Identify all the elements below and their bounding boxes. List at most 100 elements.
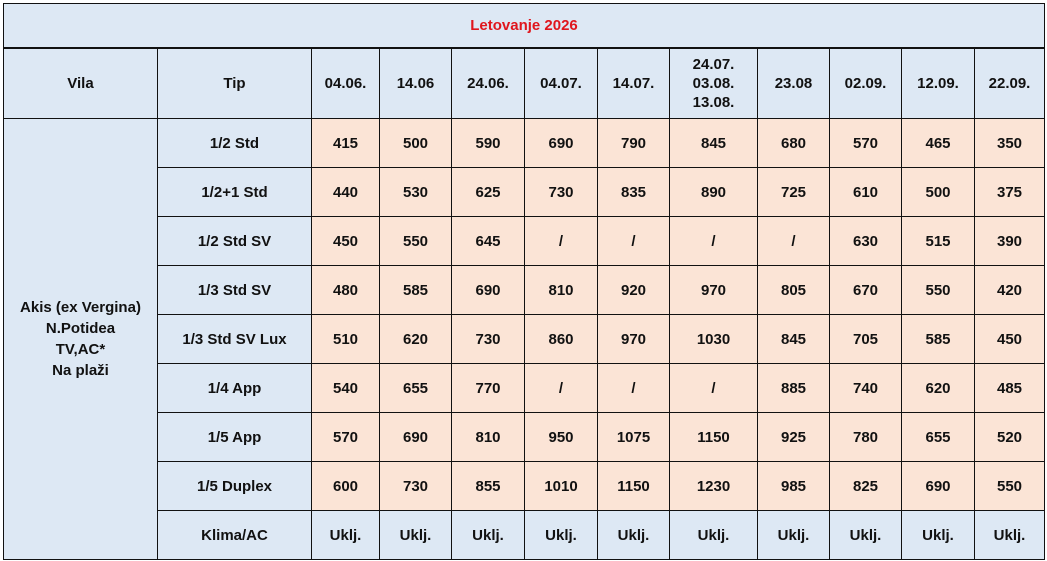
header-date: 04.07. (524, 47, 598, 119)
price-cell: 1150 (597, 461, 670, 511)
price-cell: 655 (901, 412, 975, 462)
room-type: 1/3 Std SV Lux (157, 314, 312, 364)
price-cell: / (524, 216, 598, 266)
vila-cell: Akis (ex Vergina) N.Potidea TV,AC* Na plaži (3, 118, 158, 560)
price-cell: 740 (829, 363, 902, 413)
price-cell: 420 (974, 265, 1045, 315)
price-cell: 810 (451, 412, 525, 462)
price-cell: 530 (379, 167, 452, 217)
price-cell: 845 (757, 314, 830, 364)
price-cell: 810 (524, 265, 598, 315)
klima-cell: Uklj. (829, 510, 902, 560)
price-cell: 540 (311, 363, 380, 413)
price-cell: 1150 (669, 412, 758, 462)
price-cell: 885 (757, 363, 830, 413)
price-cell: / (669, 363, 758, 413)
price-cell: 920 (597, 265, 670, 315)
price-cell: 725 (757, 167, 830, 217)
price-cell: 805 (757, 265, 830, 315)
price-cell: / (597, 363, 670, 413)
header-vila: Vila (3, 47, 158, 119)
header-date: 22.09. (974, 47, 1045, 119)
price-cell: 550 (974, 461, 1045, 511)
price-cell: 860 (524, 314, 598, 364)
vila-line: TV,AC* (55, 341, 106, 358)
price-cell: / (669, 216, 758, 266)
price-cell: 970 (597, 314, 670, 364)
klima-cell: Uklj. (451, 510, 525, 560)
header-date: 24.06. (451, 47, 525, 119)
price-cell: 1030 (669, 314, 758, 364)
price-cell: 680 (757, 118, 830, 168)
table-row: 1/3 Std SV 480 585 690 810 920 970 805 670 550 420 (4, 265, 1045, 315)
table-row: 1/5 App 570 690 810 950 1075 1150 925 780 655 520 (4, 412, 1045, 462)
price-cell: 350 (974, 118, 1045, 168)
header-date: 12.09. (901, 47, 975, 119)
header-date: 14.06 (379, 47, 452, 119)
table-row: 1/2 Std SV 450 550 645// //630 515 390 (4, 216, 1045, 266)
klima-cell: Uklj. (757, 510, 830, 560)
price-cell: 690 (379, 412, 452, 462)
price-cell: 450 (974, 314, 1045, 364)
table-title: Letovanje 2026 (3, 3, 1045, 49)
price-table: Letovanje 2026 Vila Tip 04.06. 14.06 24.06… (3, 3, 1045, 560)
room-type: 1/2 Std (157, 118, 312, 168)
price-cell: 520 (974, 412, 1045, 462)
table-row: Klima/AC Uklj. Uklj. Uklj. Uklj. Uklj. Uklj. Uk… (4, 510, 1045, 560)
price-cell: 855 (451, 461, 525, 511)
price-cell: 485 (974, 363, 1045, 413)
price-cell: 630 (829, 216, 902, 266)
price-cell: 570 (829, 118, 902, 168)
room-type: Klima/AC (157, 510, 312, 560)
price-cell: 690 (901, 461, 975, 511)
price-cell: 550 (901, 265, 975, 315)
price-cell: 730 (451, 314, 525, 364)
price-cell: 825 (829, 461, 902, 511)
room-type: 1/2+1 Std (157, 167, 312, 217)
price-cell: 390 (974, 216, 1045, 266)
klima-cell: Uklj. (379, 510, 452, 560)
price-cell: 500 (901, 167, 975, 217)
price-cell: 925 (757, 412, 830, 462)
vila-line: Na plaži (52, 362, 109, 379)
price-cell: 770 (451, 363, 525, 413)
room-type: 1/4 App (157, 363, 312, 413)
table-row: 1/2+1 Std 440 530 625 730 835 890 725 610 500 375 (4, 167, 1045, 217)
price-cell: 730 (379, 461, 452, 511)
klima-cell: Uklj. (524, 510, 598, 560)
price-cell: 790 (597, 118, 670, 168)
price-cell: 440 (311, 167, 380, 217)
price-cell: / (524, 363, 598, 413)
header-date: 02.09. (829, 47, 902, 119)
room-type: 1/5 Duplex (157, 461, 312, 511)
price-cell: 480 (311, 265, 380, 315)
header-date: 24.07. 03.08. 13.08. (669, 47, 758, 119)
vila-line: Akis (ex Vergina) (20, 299, 141, 316)
room-type: 1/5 App (157, 412, 312, 462)
price-cell: 620 (901, 363, 975, 413)
price-cell: / (757, 216, 830, 266)
table-row: 1/4 App 540 655 770///885 740 620 485 (4, 363, 1045, 413)
price-cell: 465 (901, 118, 975, 168)
price-cell: 625 (451, 167, 525, 217)
price-cell: 705 (829, 314, 902, 364)
header-date: 04.06. (311, 47, 380, 119)
vila-line: N.Potidea (45, 320, 116, 337)
price-cell: 375 (974, 167, 1045, 217)
klima-cell: Uklj. (901, 510, 975, 560)
price-cell: 835 (597, 167, 670, 217)
price-cell: 645 (451, 216, 525, 266)
price-cell: 510 (311, 314, 380, 364)
price-cell: 600 (311, 461, 380, 511)
price-cell: 450 (311, 216, 380, 266)
price-cell: 780 (829, 412, 902, 462)
table-row: 1/5 Duplex 600 730 855 1010 1150 1230 985 825 690… (4, 461, 1045, 511)
price-cell: 570 (311, 412, 380, 462)
price-cell: 670 (829, 265, 902, 315)
table-row: Akis (ex Vergina) N.Potidea TV,AC* Na plaži… (3, 118, 1045, 560)
room-type: 1/2 Std SV (157, 216, 312, 266)
price-cell: 730 (524, 167, 598, 217)
room-type: 1/3 Std SV (157, 265, 312, 315)
price-cell: 415 (311, 118, 380, 168)
table-row: 1/3 Std SV Lux 510 620 730 860 970 1030 845 705 5… (4, 314, 1045, 364)
